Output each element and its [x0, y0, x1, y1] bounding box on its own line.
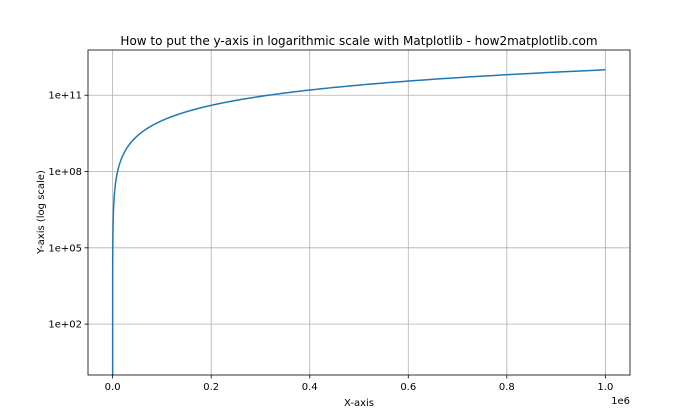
- axes-frame: [87, 49, 631, 376]
- series-layer: [111, 69, 606, 375]
- y-tick-label: 1e+05: [48, 243, 82, 254]
- y-tick-label: 1e+11: [48, 91, 82, 102]
- grid: [88, 50, 630, 375]
- x-tick-label: 0.6: [400, 382, 416, 393]
- x-axis-offset-label: 1e6: [611, 396, 630, 407]
- series-line: [111, 69, 606, 375]
- x-tick-label: 0.8: [499, 382, 515, 393]
- x-axis-label: X-axis: [344, 398, 374, 409]
- x-tick-label: 1.0: [597, 382, 613, 393]
- y-axis-label: Y-axis (log scale): [36, 170, 47, 255]
- ticks: 0.0 0.2 0.4 0.6 0.8 1.0 1e+02 1e+05 1e+08 1e+11: [48, 91, 613, 393]
- x-tick-label: 0.0: [105, 382, 121, 393]
- chart-title: How to put the y-axis in logarithmic sca…: [120, 34, 597, 48]
- y-tick-label: 1e+02: [48, 320, 82, 331]
- plot-area: [88, 50, 630, 375]
- y-tick-label: 1e+08: [48, 167, 82, 178]
- x-tick-label: 0.4: [302, 382, 318, 393]
- x-tick-label: 0.2: [203, 382, 219, 393]
